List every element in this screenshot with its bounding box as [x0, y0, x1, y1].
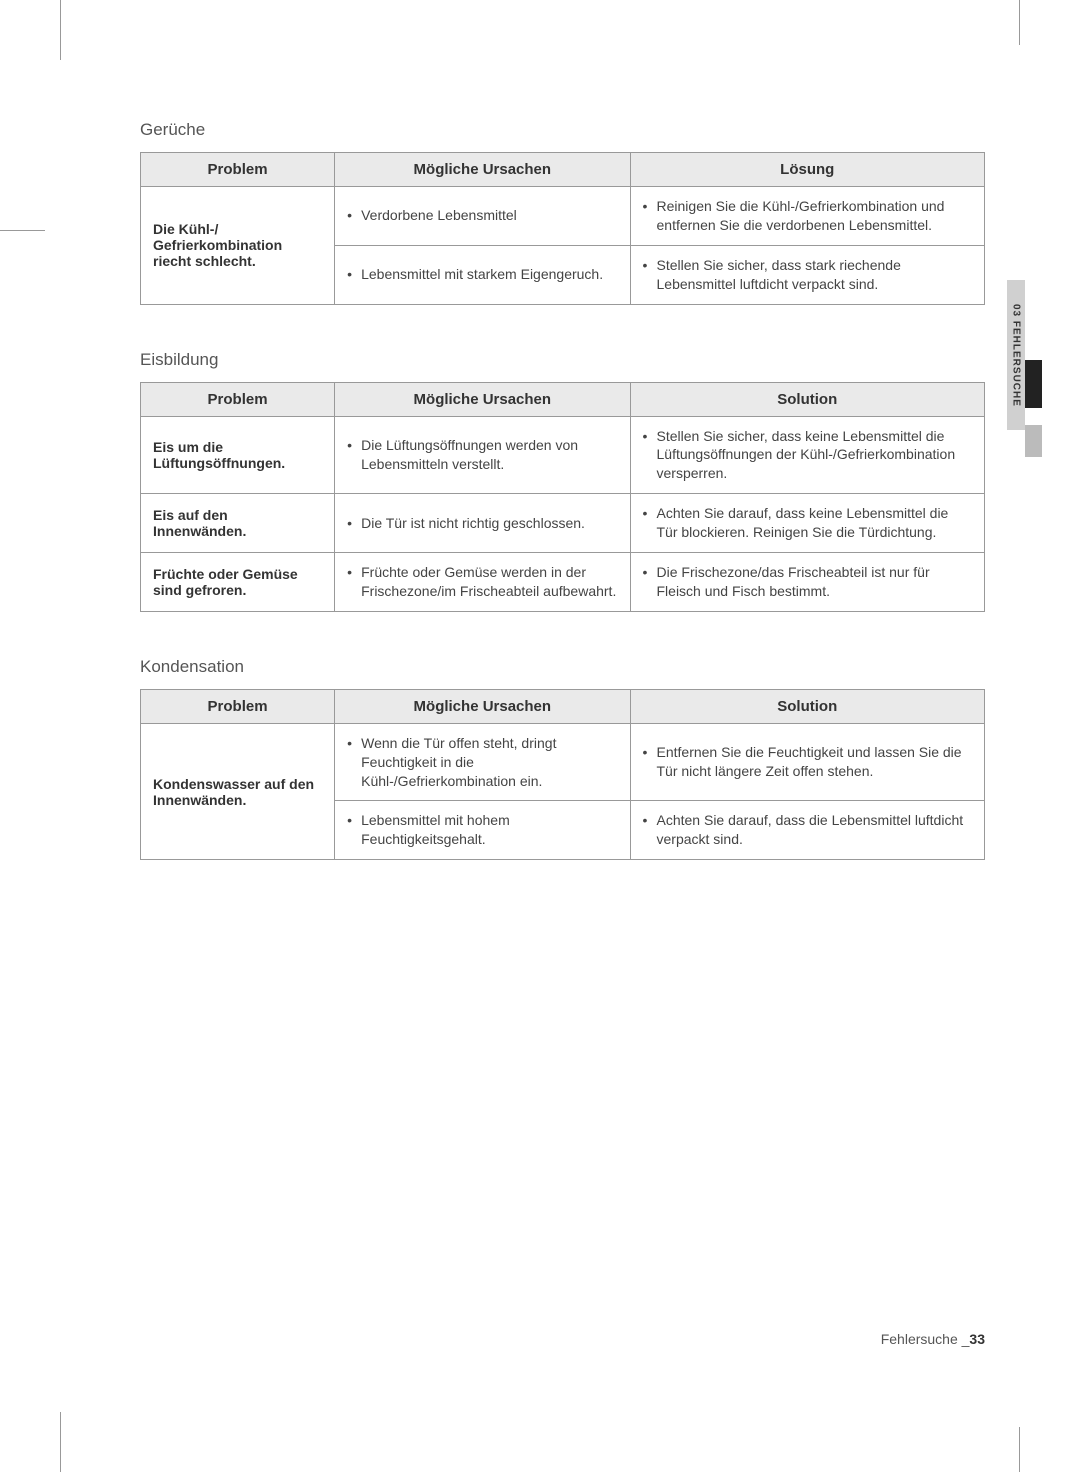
table-header: Problem [141, 382, 335, 416]
problem-cell: Früchte oder Gemüse sind gefroren. [141, 553, 335, 612]
solution-cell: Achten Sie darauf, dass keine Lebensmitt… [630, 494, 985, 553]
solution-cell: Achten Sie darauf, dass die Lebensmittel… [630, 801, 985, 860]
section-title: Eisbildung [140, 350, 985, 370]
table-row: Früchte oder Gemüse sind gefroren.Frücht… [141, 553, 985, 612]
cause-cell: Lebensmittel mit starkem Eigengeruch. [335, 245, 630, 304]
solution-cell: Stellen Sie sicher, dass stark riechende… [630, 245, 985, 304]
cause-cell: Wenn die Tür offen steht, dringt Feuchti… [335, 723, 630, 801]
table-row: Eis um die Lüftungsöffnungen.Die Lüftung… [141, 416, 985, 494]
section-title: Gerüche [140, 120, 985, 140]
troubleshoot-table: ProblemMögliche UrsachenSolutionEis um d… [140, 382, 985, 612]
table-row: Die Kühl-/Gefrierkombination riecht schl… [141, 187, 985, 246]
solution-cell: Stellen Sie sicher, dass keine Lebensmit… [630, 416, 985, 494]
problem-cell: Eis auf den Innenwänden. [141, 494, 335, 553]
table-row: Kondenswasser auf den Innenwänden.Wenn d… [141, 723, 985, 801]
table-header: Mögliche Ursachen [335, 689, 630, 723]
side-tab-gray [1025, 425, 1042, 457]
solution-cell: Die Frischezone/das Frischeabteil ist nu… [630, 553, 985, 612]
cause-cell: Die Lüftungsöffnungen werden von Lebensm… [335, 416, 630, 494]
table-header: Solution [630, 689, 985, 723]
cause-cell: Verdorbene Lebensmittel [335, 187, 630, 246]
page-number: 33 [969, 1331, 985, 1347]
solution-cell: Reinigen Sie die Kühl-/Gefrierkombinatio… [630, 187, 985, 246]
section-title: Kondensation [140, 657, 985, 677]
footer-text: Fehlersuche _ [881, 1331, 970, 1347]
footer: Fehlersuche _33 [881, 1331, 985, 1347]
table-header: Solution [630, 382, 985, 416]
troubleshoot-table: ProblemMögliche UrsachenLösungDie Kühl-/… [140, 152, 985, 305]
cause-cell: Die Tür ist nicht richtig geschlossen. [335, 494, 630, 553]
problem-cell: Kondenswasser auf den Innenwänden. [141, 723, 335, 859]
solution-cell: Entfernen Sie die Feuchtigkeit und lasse… [630, 723, 985, 801]
cause-cell: Früchte oder Gemüse werden in der Frisch… [335, 553, 630, 612]
side-tab: 03 FEHLERSUCHE [1007, 280, 1025, 430]
content: GerücheProblemMögliche UrsachenLösungDie… [140, 120, 985, 860]
table-header: Lösung [630, 153, 985, 187]
table-header: Problem [141, 689, 335, 723]
cause-cell: Lebensmittel mit hohem Feuchtigkeitsgeha… [335, 801, 630, 860]
table-header: Mögliche Ursachen [335, 153, 630, 187]
problem-cell: Eis um die Lüftungsöffnungen. [141, 416, 335, 494]
troubleshoot-table: ProblemMögliche UrsachenSolutionKondensw… [140, 689, 985, 860]
table-header: Mögliche Ursachen [335, 382, 630, 416]
side-tab-dark [1025, 360, 1042, 408]
table-row: Eis auf den Innenwänden.Die Tür ist nich… [141, 494, 985, 553]
table-header: Problem [141, 153, 335, 187]
side-tab-text: 03 FEHLERSUCHE [1011, 304, 1022, 407]
problem-cell: Die Kühl-/Gefrierkombination riecht schl… [141, 187, 335, 305]
